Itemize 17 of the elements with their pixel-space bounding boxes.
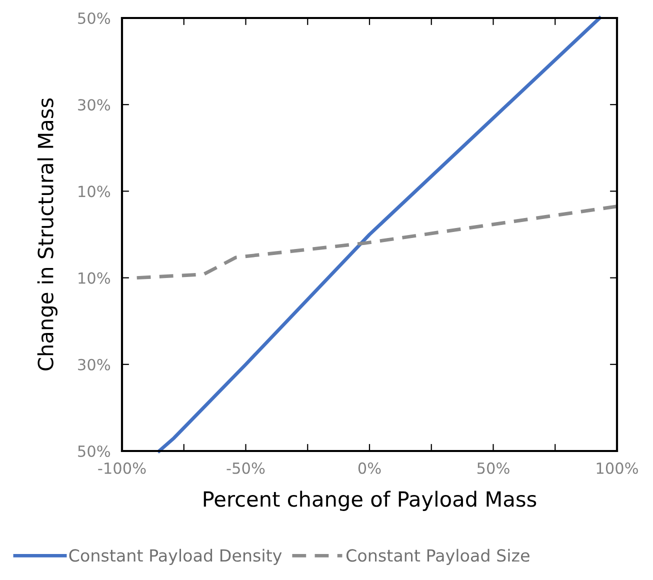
x-axis-title: Percent change of Payload Mass (204, 490, 536, 511)
x-tick-label: 100% (596, 462, 638, 474)
y-tick-label: 30% (78, 358, 110, 370)
legend-label: Constant Payload Size (346, 548, 530, 565)
y-tick-label: 30% (78, 99, 110, 111)
x-tick-label: 50% (477, 462, 510, 474)
line-series (135, 204, 619, 280)
legend-label: Constant Payload Density (69, 548, 282, 565)
x-tick-label: -50% (226, 462, 265, 474)
line-series (157, 16, 602, 453)
y-tick-label: 10% (78, 272, 110, 284)
x-tick-label: 0% (358, 462, 381, 474)
y-tick-label: 50% (78, 445, 110, 458)
x-tick-label: -100% (98, 462, 146, 474)
y-tick-label: 10% (78, 186, 110, 198)
y-axis-title: Change in Structural Mass (37, 98, 58, 370)
y-tick-label: 50% (78, 12, 110, 24)
